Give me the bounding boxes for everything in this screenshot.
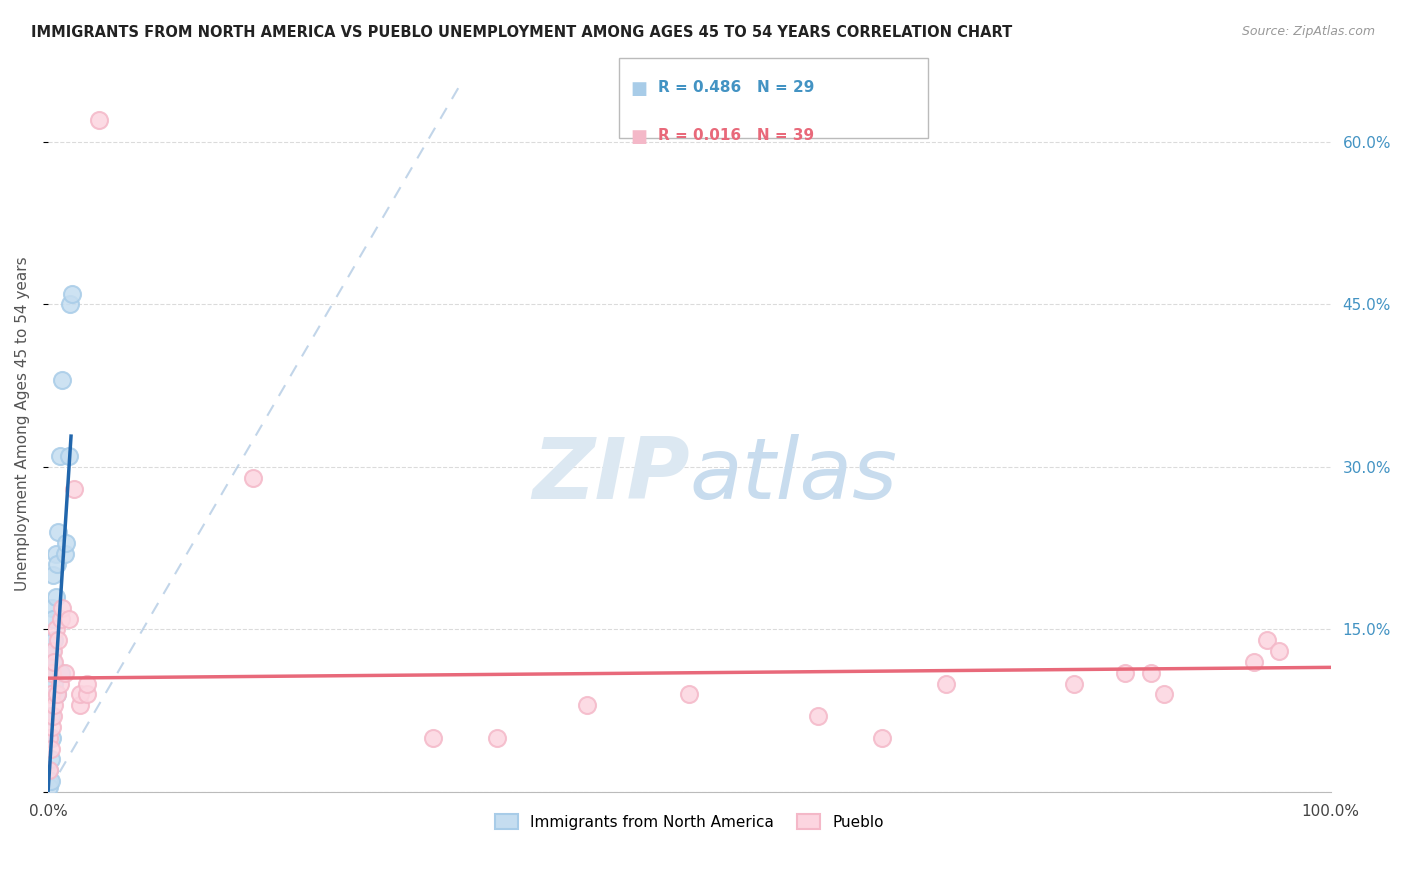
Text: R = 0.486   N = 29: R = 0.486 N = 29 [658, 80, 814, 95]
Point [242, 471, 264, 485]
Text: IMMIGRANTS FROM NORTH AMERICA VS PUEBLO UNEMPLOYMENT AMONG AGES 45 TO 54 YEARS C: IMMIGRANTS FROM NORTH AMERICA VS PUEBLO … [31, 25, 1012, 40]
Point [42, 655, 65, 669]
Point [45, 590, 67, 604]
Point [44, 633, 66, 648]
Text: ■: ■ [630, 128, 647, 145]
Point [53, 547, 76, 561]
Point [69, 688, 91, 702]
Point [1268, 644, 1291, 658]
Point [678, 688, 700, 702]
Point [76, 676, 98, 690]
Point [76, 688, 98, 702]
Point [1114, 665, 1136, 680]
Text: Source: ZipAtlas.com: Source: ZipAtlas.com [1241, 25, 1375, 38]
Point [69, 698, 91, 713]
Point [49, 611, 72, 625]
Point [38, 764, 60, 778]
Point [41, 600, 63, 615]
Point [46, 688, 69, 702]
Point [935, 676, 957, 690]
Point [41, 720, 63, 734]
Point [422, 731, 444, 745]
Point [48, 449, 70, 463]
Point [39, 774, 62, 789]
Point [1153, 688, 1175, 702]
Point [51, 373, 73, 387]
Point [1243, 655, 1265, 669]
Point [51, 600, 73, 615]
Point [42, 644, 65, 658]
Point [42, 611, 65, 625]
Point [49, 665, 72, 680]
Point [45, 547, 67, 561]
Point [46, 688, 69, 702]
Point [44, 676, 66, 690]
Point [44, 698, 66, 713]
Y-axis label: Unemployment Among Ages 45 to 54 years: Unemployment Among Ages 45 to 54 years [15, 256, 30, 591]
Point [41, 731, 63, 745]
Point [58, 611, 80, 625]
Point [42, 568, 65, 582]
Point [46, 558, 69, 572]
Point [46, 633, 69, 648]
Point [45, 623, 67, 637]
Text: ZIP: ZIP [531, 434, 689, 516]
Point [44, 655, 66, 669]
Point [870, 731, 893, 745]
Text: atlas: atlas [689, 434, 897, 516]
Point [39, 709, 62, 723]
Point [38, 764, 60, 778]
Text: R = 0.016   N = 39: R = 0.016 N = 39 [658, 128, 814, 143]
Point [62, 482, 84, 496]
Point [39, 665, 62, 680]
Point [38, 774, 60, 789]
Point [62, 286, 84, 301]
Point [58, 449, 80, 463]
Text: ■: ■ [630, 80, 647, 98]
Point [42, 709, 65, 723]
Point [38, 731, 60, 745]
Point [55, 535, 77, 549]
Point [41, 688, 63, 702]
Point [46, 524, 69, 539]
Point [485, 731, 508, 745]
Point [39, 741, 62, 756]
Point [48, 676, 70, 690]
Point [39, 688, 62, 702]
Point [41, 644, 63, 658]
Point [1256, 633, 1278, 648]
Point [53, 665, 76, 680]
Point [39, 752, 62, 766]
Legend: Immigrants from North America, Pueblo: Immigrants from North America, Pueblo [489, 807, 890, 836]
Point [1063, 676, 1085, 690]
Point [38, 780, 60, 794]
Point [59, 297, 82, 311]
Point [807, 709, 830, 723]
Point [41, 665, 63, 680]
Point [575, 698, 598, 713]
Point [89, 113, 111, 128]
Point [1140, 665, 1163, 680]
